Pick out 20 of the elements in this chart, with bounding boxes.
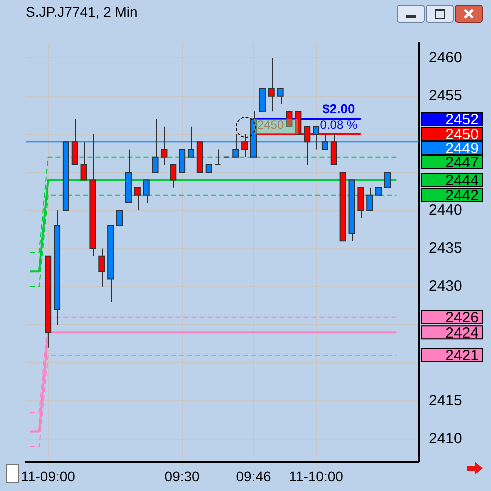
x-tick-label: 09:30: [164, 468, 200, 484]
text: 2421: [446, 348, 479, 365]
annotation: $2.00: [322, 101, 356, 116]
text: 2444: [446, 172, 479, 190]
y-tick-label: 2455: [429, 87, 462, 104]
x-tick-label: 11-09:00: [21, 468, 76, 484]
y-tick-label: 2460: [429, 49, 462, 66]
x-tick-label: 09:46: [236, 468, 272, 484]
text: 2424: [446, 324, 479, 342]
annotation: 0.08 %: [320, 118, 358, 132]
y-tick-label: 2415: [429, 392, 462, 410]
text: 2452: [446, 111, 479, 128]
y-tick-label: 2410: [429, 430, 462, 448]
annotation: 2450: [257, 118, 284, 132]
chart-title: S.JP.J7741, 2 Min: [26, 4, 138, 20]
y-tick-label: 2435: [429, 240, 462, 257]
candlestick: [214, 149, 222, 166]
x-tick-label: 11-10:00: [289, 468, 344, 484]
text: 2426: [446, 310, 479, 327]
y-tick-label: 2430: [429, 278, 462, 296]
